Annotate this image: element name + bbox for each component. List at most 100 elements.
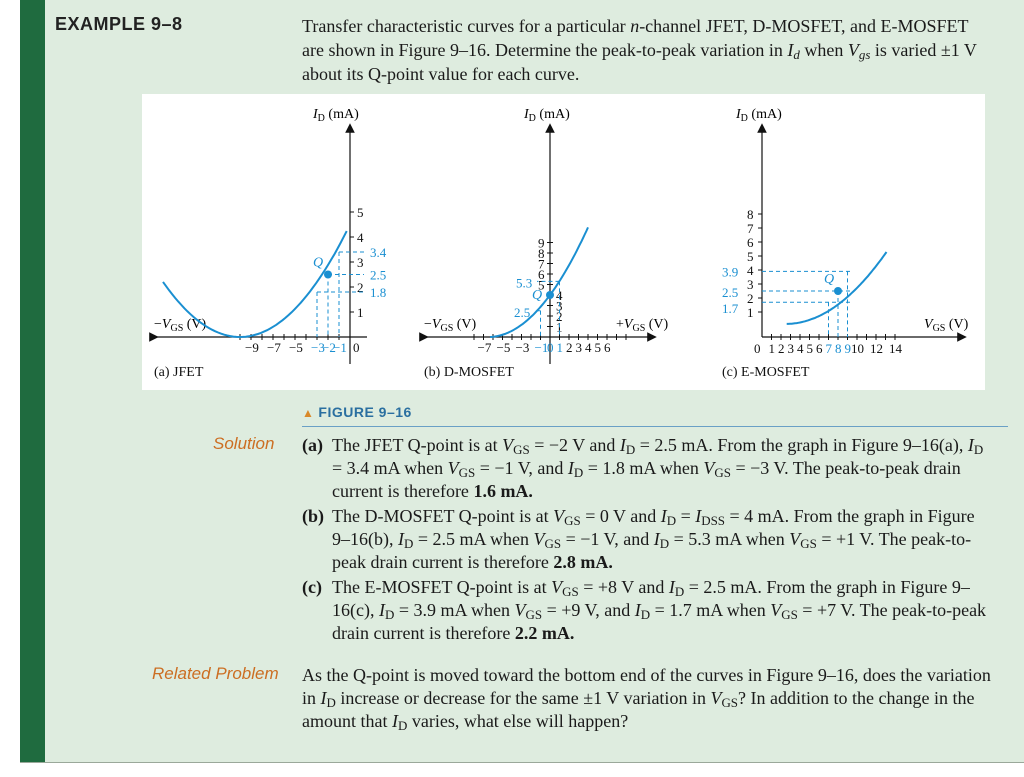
solution-label: Solution	[213, 434, 275, 453]
emosfet-q-label: Q	[824, 272, 834, 287]
jfet-current-annotation: 3.4	[370, 245, 387, 260]
jfet-x-tick-label: −3	[311, 340, 325, 355]
related-problem-text: As the Q-point is moved toward the botto…	[302, 665, 991, 734]
jfet-x-tick-label: −5	[289, 340, 303, 355]
jfet-graph: ID (mA) −VGS (V) 5 4 3 2 1 −9 −7 −5 −3−2−1 0 3.4…	[149, 107, 387, 380]
jfet-x-tick-label: −7	[267, 340, 281, 355]
dmosfet-x-tick-label: 6	[604, 340, 611, 355]
dmosfet-neg-vgs-label: −VGS (V)	[424, 317, 477, 334]
dmosfet-q-label: Q	[532, 288, 542, 303]
figure-caption-text: FIGURE 9–16	[318, 404, 412, 420]
solution-item-c: (c) The E-MOSFET Q-point is at VGS = +8 …	[302, 576, 992, 645]
emosfet-x-tick-label: 7	[826, 341, 833, 356]
dmosfet-y-tick-label: 7	[538, 257, 545, 272]
dmosfet-x-tick-label: 2	[566, 340, 573, 355]
dmosfet-x-tick-label: 1	[557, 340, 564, 355]
solution-item-label: (c)	[302, 577, 322, 597]
jfet-sublabel: (a) JFET	[154, 365, 204, 380]
emosfet-y-tick-label: 6	[747, 235, 754, 250]
emosfet-current-annotation: 2.5	[722, 285, 738, 300]
panel-bottom-rule	[20, 762, 1024, 763]
jfet-transfer-curve	[162, 230, 348, 339]
emosfet-y-tick-label: 4	[747, 263, 754, 278]
dmosfet-pos-vgs-label: +VGS (V)	[616, 317, 669, 334]
emosfet-current-annotation: 1.7	[722, 301, 739, 316]
dmosfet-current-annotation: 2.5	[514, 305, 530, 320]
jfet-y-tick-label: 3	[357, 255, 364, 270]
jfet-x-tick-label: −2	[322, 340, 336, 355]
jfet-q-point	[324, 270, 332, 279]
emosfet-current-annotation: 3.9	[722, 264, 738, 279]
dmosfet-x-tick-label: 0	[547, 340, 554, 355]
emosfet-x-tick-label: 1	[769, 341, 776, 356]
jfet-x-tick-label: 0	[353, 340, 360, 355]
dmosfet-x-tick-label: 4	[585, 340, 592, 355]
emosfet-y-tick-label: 8	[747, 207, 754, 222]
dmosfet-q-point	[546, 291, 554, 299]
emosfet-x-tick-label: 14	[889, 341, 903, 356]
jfet-id-axis-label: ID (mA)	[312, 107, 359, 124]
emosfet-x-tick-label: 5	[807, 341, 814, 356]
emosfet-x-tick-label: 10	[851, 341, 864, 356]
dmosfet-x-tick-label: −3	[516, 340, 530, 355]
jfet-vgs-axis-label: −VGS (V)	[154, 317, 207, 334]
emosfet-x-tick-label: 0	[754, 341, 761, 356]
dmosfet-y-tick-label: 9	[538, 236, 545, 251]
emosfet-x-tick-label: 8	[835, 341, 842, 356]
emosfet-y-tick-label: 7	[747, 221, 754, 236]
emosfet-x-tick-label: 9	[845, 341, 852, 356]
jfet-x-tick-label: −1	[333, 340, 347, 355]
dmosfet-y-tick-label: 8	[538, 246, 545, 261]
jfet-x-tick-label: −9	[245, 340, 259, 355]
emosfet-y-tick-label: 2	[747, 291, 754, 306]
emosfet-y-tick-label: 3	[747, 277, 754, 292]
dmosfet-sublabel: (b) D-MOSFET	[424, 365, 514, 380]
example-label: EXAMPLE 9–8	[55, 14, 183, 34]
dmosfet-id-axis-label: ID (mA)	[523, 107, 570, 124]
emosfet-q-point	[834, 287, 842, 295]
jfet-y-tick-label: 2	[357, 280, 364, 295]
example-side-bar	[20, 0, 45, 763]
emosfet-x-tick-label: 12	[870, 341, 883, 356]
jfet-y-tick-label: 4	[357, 230, 364, 245]
emosfet-transfer-curve	[786, 251, 888, 325]
dmosfet-x-tick-label: −1	[535, 340, 549, 355]
dmosfet-x-tick-label: −5	[497, 340, 511, 355]
solution-item-a: (a) The JFET Q-point is at VGS = −2 V an…	[302, 434, 992, 503]
caption-rule	[302, 426, 1008, 427]
jfet-current-annotation: 1.8	[370, 285, 386, 300]
jfet-current-annotation: 2.5	[370, 268, 386, 283]
emosfet-x-tick-label: 2	[778, 341, 785, 356]
dmosfet-x-tick-label: 3	[576, 340, 583, 355]
dmosfet-y-tick-label: 5	[538, 278, 545, 293]
solution-item-text: The E-MOSFET Q-point is at VGS = +8 V an…	[332, 577, 987, 643]
jfet-y-tick-label: 5	[357, 205, 364, 220]
solution-item-b: (b) The D-MOSFET Q-point is at VGS = 0 V…	[302, 505, 992, 574]
dmosfet-x-tick-label: 5	[595, 340, 602, 355]
dmosfet-transfer-curve	[490, 226, 589, 338]
emosfet-y-tick-label: 1	[747, 305, 754, 320]
related-problem-label: Related Problem	[152, 664, 279, 683]
jfet-q-label: Q	[313, 256, 323, 271]
figure-caption: ▲ FIGURE 9–16	[302, 404, 412, 420]
dmosfet-y-tick-label: 6	[538, 267, 545, 282]
emosfet-x-tick-label: 3	[788, 341, 795, 356]
dmosfet-current-annotation: 5.3	[516, 275, 532, 290]
jfet-y-tick-label: 1	[357, 305, 364, 320]
emosfet-y-tick-label: 5	[747, 249, 754, 264]
emosfet-x-tick-label: 6	[816, 341, 823, 356]
solution-item-text: The JFET Q-point is at VGS = −2 V and ID…	[332, 435, 984, 501]
solution-item-text: The D-MOSFET Q-point is at VGS = 0 V and…	[332, 506, 975, 572]
problem-statement: Transfer characteristic curves for a par…	[302, 16, 977, 84]
emosfet-sublabel: (c) E-MOSFET	[722, 365, 810, 380]
solution-item-label: (a)	[302, 435, 323, 455]
solution-item-label: (b)	[302, 506, 324, 526]
dmosfet-x-tick-label: −7	[478, 340, 492, 355]
caption-triangle-icon: ▲	[302, 406, 315, 420]
emosfet-x-tick-label: 4	[797, 341, 804, 356]
